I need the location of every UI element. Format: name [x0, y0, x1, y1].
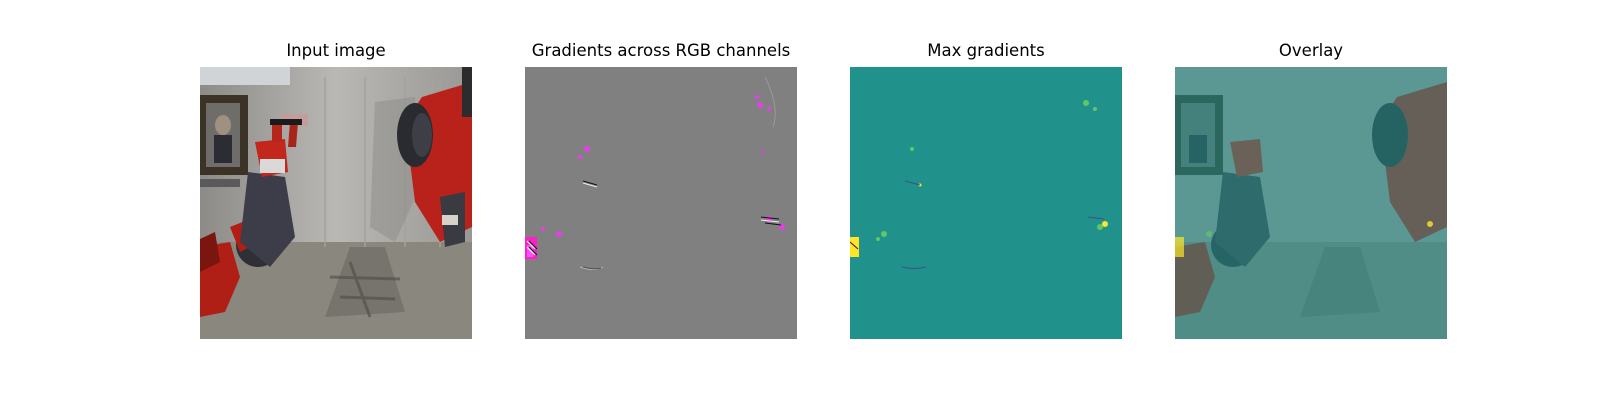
- panel-title: Input image: [286, 41, 386, 60]
- panel-title: Overlay: [1278, 41, 1344, 60]
- panel-overlay: Overlay: [1175, 0, 1447, 400]
- rgb-gradient-map: [525, 67, 797, 339]
- panel-input-image: Input image: [200, 0, 472, 400]
- overlay-image: [1175, 67, 1447, 339]
- input-image: [200, 67, 472, 339]
- panel-title: Gradients across RGB channels: [531, 41, 791, 60]
- panel-max-gradients: Max gradients: [850, 0, 1122, 400]
- max-gradient-heatmap: [850, 67, 1122, 339]
- panel-rgb-gradients: Gradients across RGB channels: [525, 0, 797, 400]
- panel-title: Max gradients: [927, 41, 1045, 60]
